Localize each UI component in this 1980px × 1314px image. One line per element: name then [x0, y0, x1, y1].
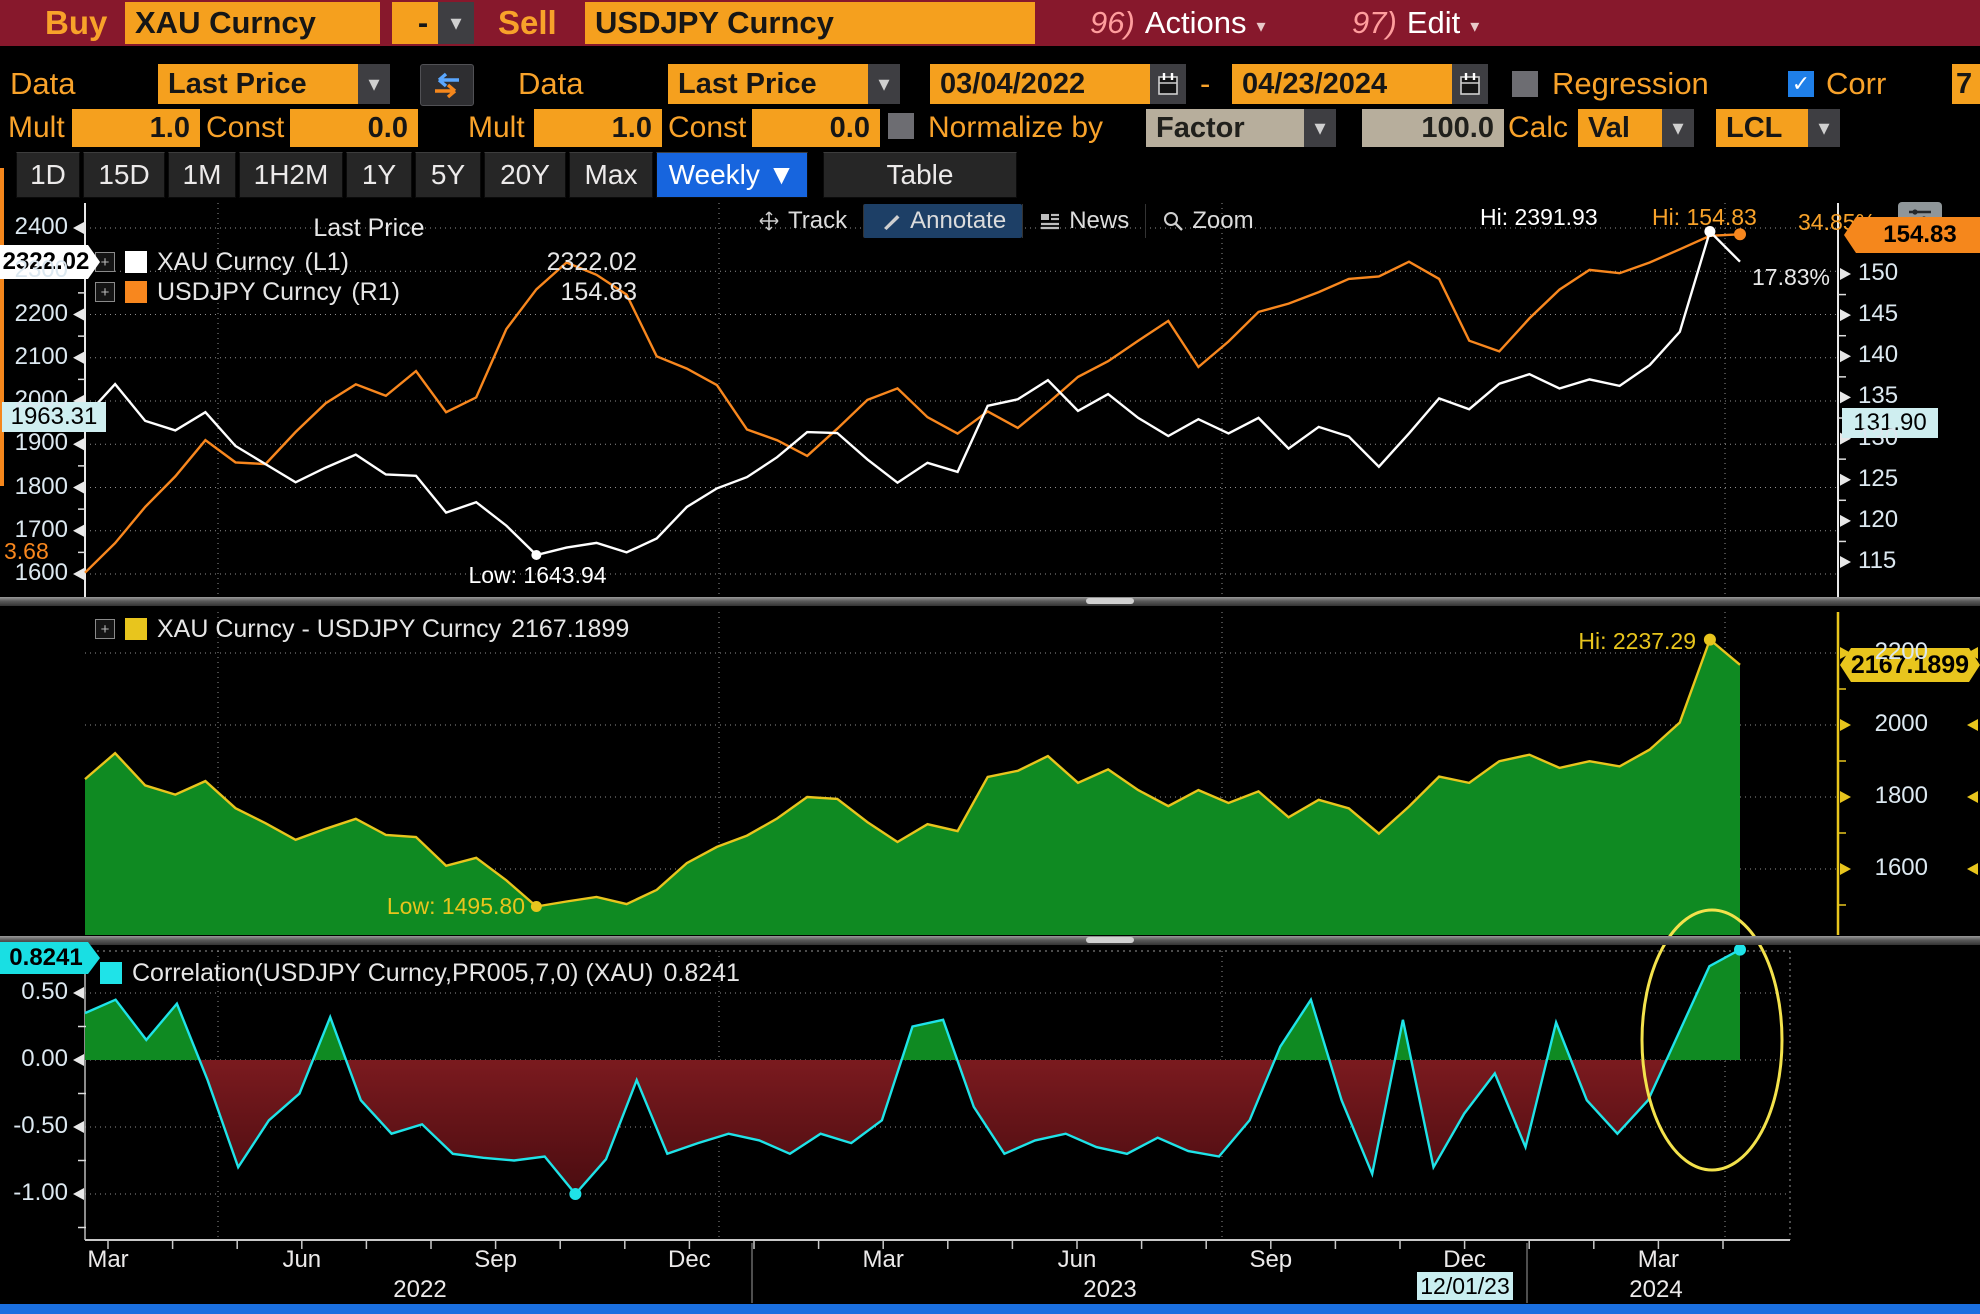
legend-row-spread[interactable]: + XAU Curncy - USDJPY Curncy 2167.1899: [95, 614, 795, 644]
edge-accent: [0, 168, 4, 486]
panel-separator[interactable]: [0, 936, 1980, 945]
chart-toolbar: Track Annotate News: [742, 203, 1270, 239]
expand-icon[interactable]: +: [95, 619, 115, 639]
correlation-legend: Correlation(USDJPY Curncy,PR005,7,0) (XA…: [100, 958, 1000, 988]
series-axis: (R1): [351, 278, 400, 307]
annotate-label: Annotate: [910, 207, 1006, 235]
expand-icon[interactable]: +: [95, 282, 115, 302]
separator-grip[interactable]: [1086, 598, 1134, 604]
bloomberg-terminal-window: Buy XAU Curncy - ▾ Sell USDJPY Curncy 96…: [0, 0, 1980, 1314]
annotate-button[interactable]: Annotate: [863, 204, 1022, 238]
pencil-icon: [880, 210, 902, 232]
legend-row-correlation[interactable]: Correlation(USDJPY Curncy,PR005,7,0) (XA…: [100, 958, 1000, 988]
track-button[interactable]: Track: [742, 204, 863, 238]
xau-swatch-icon: [125, 251, 147, 273]
panel-separator[interactable]: [0, 597, 1980, 606]
track-label: Track: [788, 207, 847, 235]
separator-grip[interactable]: [1086, 937, 1134, 943]
news-button[interactable]: News: [1022, 204, 1145, 238]
news-label: News: [1069, 207, 1129, 235]
series-value: 154.83: [561, 278, 643, 307]
series-name: USDJPY Curncy: [157, 278, 341, 307]
chart-settings-icon[interactable]: [1898, 202, 1942, 236]
spread-legend: + XAU Curncy - USDJPY Curncy 2167.1899: [95, 614, 795, 644]
correlation-swatch-icon: [100, 962, 122, 984]
usdjpy-swatch-icon: [125, 281, 147, 303]
series-name: Correlation(USDJPY Curncy,PR005,7,0) (XA…: [132, 959, 653, 988]
series-name: XAU Curncy: [157, 248, 295, 277]
series-value: 2322.02: [547, 248, 643, 277]
series-value: 2167.1899: [511, 615, 629, 644]
series-value: 0.8241: [663, 959, 739, 988]
expand-icon[interactable]: +: [95, 252, 115, 272]
legend-row-xau[interactable]: + XAU Curncy (L1) 2322.02: [95, 247, 643, 277]
zoom-label: Zoom: [1192, 207, 1253, 235]
zoom-button[interactable]: Zoom: [1145, 204, 1269, 238]
bottom-edge-bar: [0, 1304, 1980, 1314]
track-crosshair-icon: [758, 210, 780, 232]
legend-row-usdjpy[interactable]: + USDJPY Curncy (R1) 154.83: [95, 277, 643, 307]
magnifier-icon: [1162, 210, 1184, 232]
news-icon: [1039, 211, 1061, 231]
spread-swatch-icon: [125, 618, 147, 640]
series-axis: (L1): [305, 248, 349, 277]
series-name: XAU Curncy - USDJPY Curncy: [157, 615, 501, 644]
chart-canvas: [0, 0, 1980, 1314]
